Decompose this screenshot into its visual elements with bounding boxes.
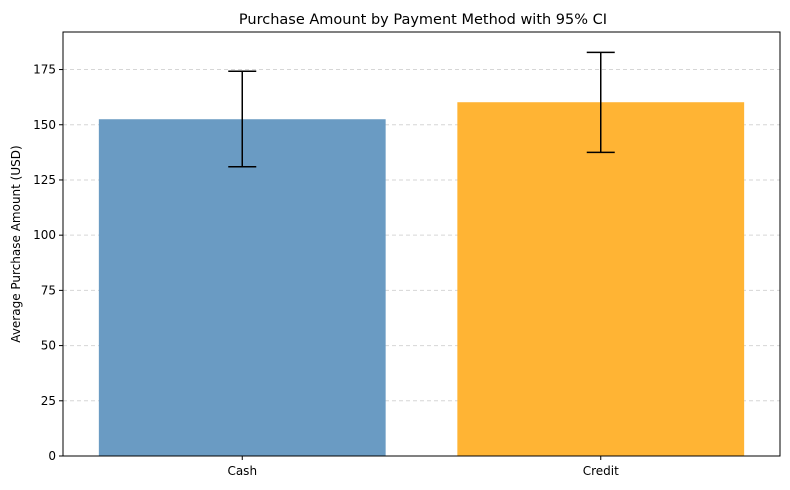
- bars: [98, 102, 745, 457]
- x-tick-label: Cash: [227, 464, 257, 478]
- y-axis-label: Average Purchase Amount (USD): [9, 145, 23, 342]
- plot-frame: [62, 31, 781, 457]
- bar-credit: [457, 102, 745, 456]
- x-axis-ticks: Cash Credit: [227, 456, 619, 478]
- y-tick-label: 75: [41, 283, 56, 297]
- y-tick-label: 125: [33, 173, 56, 187]
- y-tick-label: 150: [33, 118, 56, 132]
- error-bars: [228, 51, 615, 168]
- y-tick-label: 50: [41, 339, 56, 353]
- x-tick-label: Credit: [583, 464, 619, 478]
- bar-cash: [98, 119, 386, 457]
- y-tick-label: 0: [48, 449, 56, 463]
- y-axis-ticks: 0 25 50 75 100 125 150 175: [33, 63, 63, 463]
- chart-title: Purchase Amount by Payment Method with 9…: [239, 12, 607, 28]
- y-tick-label: 175: [33, 63, 56, 77]
- y-tick-label: 25: [41, 394, 56, 408]
- y-tick-label: 100: [33, 228, 56, 242]
